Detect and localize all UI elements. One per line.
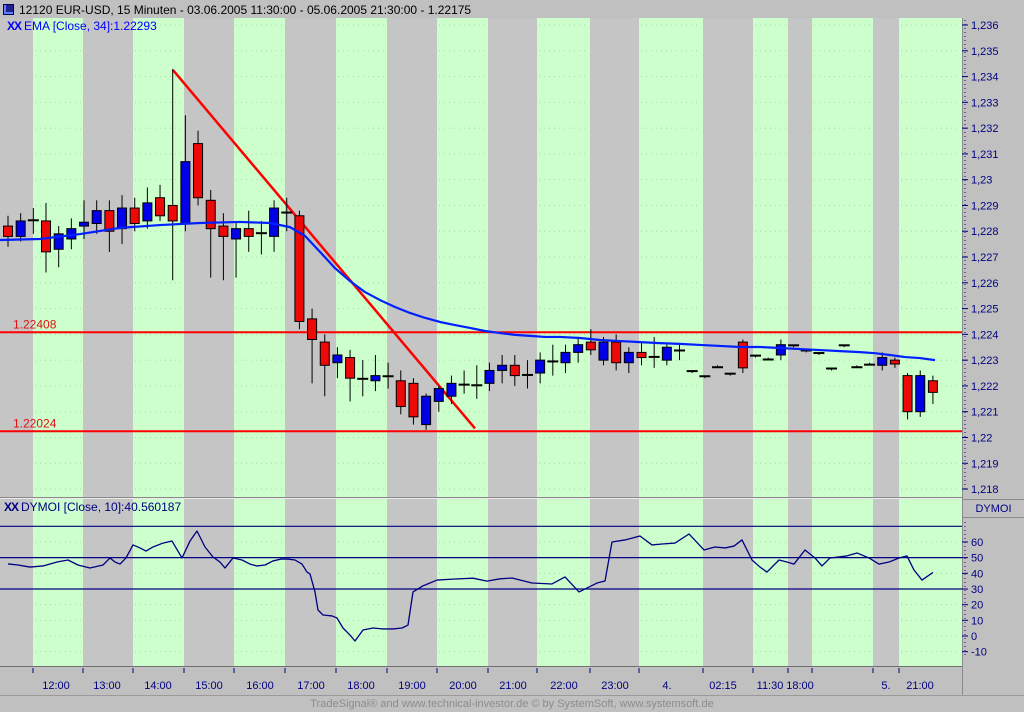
dymoi-value: 40.560187	[124, 500, 182, 514]
dymoi-tick-label: -10	[971, 647, 987, 659]
dymoi-axis: 60 50 40 30 20 10 0 -10	[962, 522, 987, 659]
dymoi-tick-label: 20	[971, 600, 983, 612]
price-tick-label: 1,233	[971, 97, 999, 109]
dymoi-axis-title: DYMOI	[963, 499, 1024, 518]
price-tick-label: 1,232	[971, 123, 999, 135]
time-tick-label: 20:00	[449, 680, 477, 692]
price-tick-label: 1,236	[971, 20, 999, 32]
dymoi-axis-title-text: DYMOI	[975, 502, 1012, 515]
formula-icon: XX	[4, 500, 19, 514]
price-line-label: 1.22024	[13, 416, 57, 430]
time-tick-label: 16:00	[246, 680, 274, 692]
chart-title-bar: 12120 EUR-USD, 15 Minuten - 03.06.2005 1…	[3, 2, 471, 17]
dymoi-indicator-label[interactable]: XX DYMOI [Close, 10]:40.560187	[4, 500, 181, 514]
time-tick-label: 17:00	[297, 680, 325, 692]
chart-title: 12120 EUR-USD, 15 Minuten - 03.06.2005 1…	[19, 2, 472, 17]
session-bands	[0, 18, 962, 666]
dymoi-tick-label: 10	[971, 615, 983, 627]
time-tick-label: 11:30	[757, 680, 784, 692]
price-tick-label: 1,226	[971, 278, 999, 290]
time-tick-label: 22:00	[550, 680, 578, 692]
time-tick-label: 21:00	[906, 680, 934, 692]
price-tick-label: 1,231	[971, 149, 999, 161]
dymoi-pane	[0, 525, 962, 642]
ema-indicator-label[interactable]: XX EMA [Close, 34]:1.22293	[7, 19, 157, 33]
time-tick-label: 14:00	[144, 680, 172, 692]
price-tick-label: 1,223	[971, 355, 999, 367]
price-tick-label: 1,221	[971, 407, 999, 419]
time-tick-label: 12:00	[42, 680, 70, 692]
dymoi-tick-label: 40	[971, 568, 983, 580]
time-tick-label: 21:00	[499, 680, 527, 692]
time-tick-label: 23:00	[601, 680, 629, 692]
footer-text: TradeSignal® and www.technical-investor.…	[310, 698, 714, 710]
price-axis: 1,236 1,235 1,234 1,233 1,232 1,231 1,23 1,229 1…	[962, 20, 999, 496]
price-tick-label: 1,22	[971, 432, 992, 444]
time-tick-label: 4.	[662, 680, 671, 692]
time-tick-label: 19:00	[398, 680, 426, 692]
price-tick-label: 1,228	[971, 226, 999, 238]
chart-window-icon	[3, 4, 14, 15]
price-tick-label: 1,222	[971, 381, 999, 393]
dymoi-tick-label: 30	[971, 584, 983, 596]
time-tick-label: 13:00	[93, 680, 121, 692]
dymoi-tick-label: 60	[971, 537, 983, 549]
horizontal-price-lines: 1.22408 1.22024	[0, 317, 962, 433]
price-tick-label: 1,23	[971, 175, 992, 187]
footer-credits: TradeSignal® and www.technical-investor.…	[0, 695, 1024, 712]
candlestick-series	[3, 68, 938, 430]
trend-line	[172, 69, 476, 430]
ema-line	[0, 220, 936, 362]
price-tick-label: 1,219	[971, 458, 999, 470]
time-tick-label: 18:00	[786, 680, 814, 692]
formula-icon: XX	[7, 19, 22, 33]
ema-line	[0, 220, 936, 362]
time-tick-label: 5.	[881, 680, 890, 692]
time-tick-label: 02:15	[709, 680, 737, 692]
dymoi-line	[7, 530, 934, 642]
price-tick-label: 1,225	[971, 304, 999, 316]
price-tick-label: 1,234	[971, 72, 999, 84]
price-line-label: 1.22408	[13, 317, 57, 331]
ema-value: 1.22293	[113, 19, 157, 33]
time-tick-label: 15:00	[195, 680, 223, 692]
price-tick-label: 1,235	[971, 46, 999, 58]
dymoi-tick-label: 50	[971, 553, 983, 565]
price-tick-label: 1,224	[971, 329, 999, 341]
time-axis: 12:00 13:00 14:00 15:00 16:00 17:00 18:00 19:00…	[32, 668, 934, 692]
dymoi-label-text: DYMOI [Close, 10]:	[21, 500, 125, 514]
price-tick-label: 1,218	[971, 484, 999, 496]
ema-label-text: EMA [Close, 34]:	[24, 19, 114, 33]
price-tick-label: 1,227	[971, 252, 999, 264]
time-tick-label: 18:00	[347, 680, 375, 692]
price-tick-label: 1,229	[971, 200, 999, 212]
trend-line	[172, 69, 476, 430]
dymoi-tick-label: 0	[971, 631, 977, 643]
